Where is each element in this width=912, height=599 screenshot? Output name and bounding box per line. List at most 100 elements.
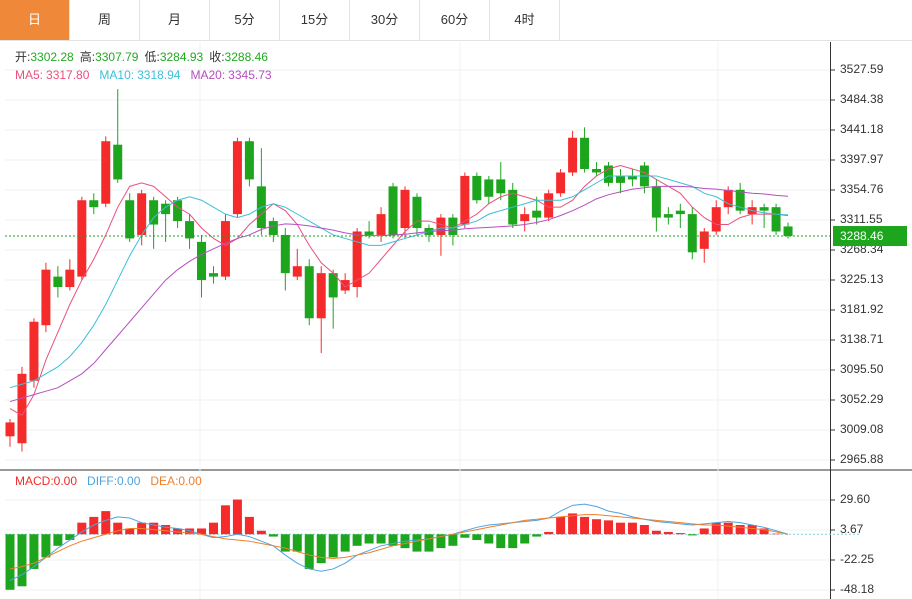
macd-line	[9, 514, 789, 570]
tab[interactable]: 5分	[210, 0, 280, 40]
candle-body	[484, 179, 494, 197]
candle-body	[304, 266, 314, 319]
tab[interactable]: 4时	[490, 0, 560, 40]
info-value: 3284.93	[160, 50, 204, 64]
macd-bar	[304, 534, 314, 569]
candle-body	[388, 186, 398, 235]
macd-line	[9, 503, 789, 581]
candle-body	[723, 189, 733, 208]
y-tick-label: 29.60	[840, 492, 870, 506]
macd-legend-name: DIFF:	[87, 474, 117, 488]
candle-body	[161, 203, 171, 215]
candle-body	[53, 276, 63, 288]
macd-bar	[65, 534, 75, 541]
candle-body	[173, 200, 183, 222]
macd-legend: MACD:0.00 DIFF:0.00 DEA:0.00	[15, 474, 202, 488]
candle-body	[41, 269, 51, 326]
y-tick-label: 3441.18	[840, 122, 884, 136]
candle-body	[29, 321, 39, 381]
macd-bar	[747, 524, 757, 535]
candle-body	[268, 221, 278, 235]
tab[interactable]: 周	[70, 0, 140, 40]
candle-body	[232, 141, 242, 215]
macd-bar	[556, 516, 566, 535]
macd-bar	[723, 522, 733, 535]
macd-bar	[615, 522, 625, 535]
ma-legend-name: MA20:	[190, 68, 225, 82]
tab[interactable]: 日	[0, 0, 70, 40]
macd-bar	[711, 522, 721, 535]
info-label: 低:	[144, 50, 159, 64]
price-tag-label: 3288.46	[840, 229, 884, 243]
candle-body	[89, 200, 99, 208]
macd-bar	[675, 533, 685, 535]
y-tick-label: 3527.59	[840, 62, 884, 76]
candle-body	[436, 217, 446, 235]
ma-legend: MA5: 3317.80 MA10: 3318.94 MA20: 3345.73	[15, 68, 272, 82]
candle-body	[699, 231, 709, 249]
candle-body	[735, 189, 745, 211]
candle-body	[520, 214, 530, 222]
info-value: 3302.28	[30, 50, 74, 64]
macd-bar	[436, 534, 446, 549]
ma-legend-name: MA10:	[99, 68, 134, 82]
macd-bar	[316, 534, 326, 564]
macd-bar	[699, 528, 709, 535]
macd-bar	[639, 524, 649, 535]
candle-body	[592, 168, 602, 173]
macd-bar	[687, 534, 697, 536]
ma-legend-value: 3345.73	[228, 68, 272, 82]
macd-bar	[197, 528, 207, 535]
candle-body	[113, 144, 123, 180]
y-tick-label: 3009.08	[840, 422, 884, 436]
y-tick-label: 3052.29	[840, 392, 884, 406]
macd-bar	[328, 534, 338, 558]
info-label: 开:	[15, 50, 30, 64]
tab[interactable]: 30分	[350, 0, 420, 40]
tab[interactable]: 15分	[280, 0, 350, 40]
macd-bar	[544, 531, 554, 535]
candle-body	[460, 175, 470, 225]
macd-bar	[77, 522, 87, 535]
candle-body	[711, 207, 721, 232]
macd-legend-value: 0.00	[54, 474, 78, 488]
macd-bar	[173, 528, 183, 535]
info-value: 3288.46	[225, 50, 269, 64]
candle-body	[651, 186, 661, 218]
macd-legend-name: MACD:	[15, 474, 54, 488]
y-tick-label: 3397.97	[840, 152, 884, 166]
candle-body	[615, 175, 625, 183]
tab-bar: 日周月 5分 15分 30分 60分 4时	[0, 0, 912, 41]
macd-bar	[388, 534, 398, 546]
candle-body	[328, 273, 338, 298]
macd-bar	[161, 524, 171, 535]
macd-bar	[149, 522, 159, 535]
info-label: 高:	[80, 49, 95, 64]
candle-body	[149, 200, 159, 225]
candle-body	[220, 221, 230, 277]
macd-bar	[292, 534, 302, 552]
macd-bar	[220, 505, 230, 535]
y-tick-label: 3354.76	[840, 182, 884, 196]
candle-body	[77, 200, 87, 277]
y-tick-label: -22.25	[840, 552, 874, 566]
y-tick-label: 3311.55	[840, 212, 883, 226]
y-tick-label: 3095.50	[840, 362, 884, 376]
candle-body	[185, 221, 195, 239]
candle-body	[125, 200, 135, 239]
macd-bar	[5, 534, 15, 590]
candle-body	[280, 234, 290, 274]
candle-body	[687, 214, 697, 253]
candle-body	[316, 273, 326, 319]
macd-bar	[460, 534, 470, 538]
candle-body	[627, 175, 637, 180]
ma-legend-name: MA5:	[15, 68, 43, 82]
candle-body	[137, 193, 147, 235]
candle-body	[65, 269, 75, 288]
tab[interactable]: 月	[140, 0, 210, 40]
candle-body	[448, 217, 458, 235]
y-tick-label: 3225.13	[840, 272, 884, 286]
candle-body	[663, 214, 673, 218]
tab[interactable]: 60分	[420, 0, 490, 40]
candle-body	[197, 241, 207, 281]
